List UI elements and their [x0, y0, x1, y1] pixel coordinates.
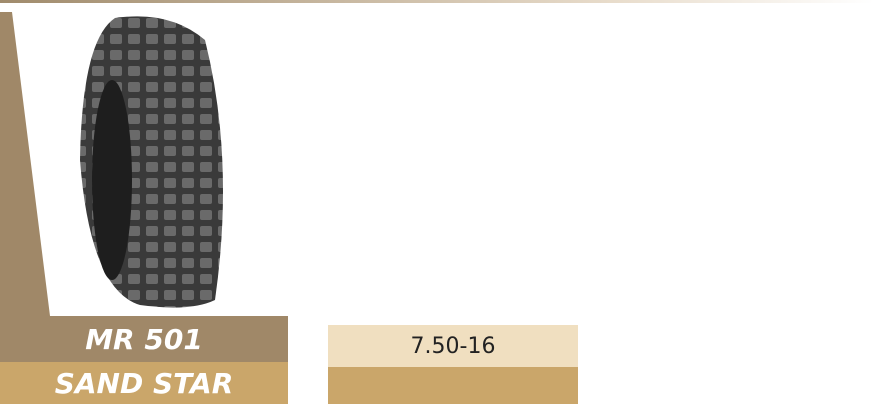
model: MR 501 [0, 316, 288, 362]
tire-image [0, 0, 260, 320]
tire-size: 7.50-16 [328, 325, 578, 367]
size-band [328, 367, 578, 404]
product-name: SAND STAR [0, 362, 288, 404]
page: MR 501 SAND STAR 7.50-16 (() => { const … [0, 0, 874, 405]
